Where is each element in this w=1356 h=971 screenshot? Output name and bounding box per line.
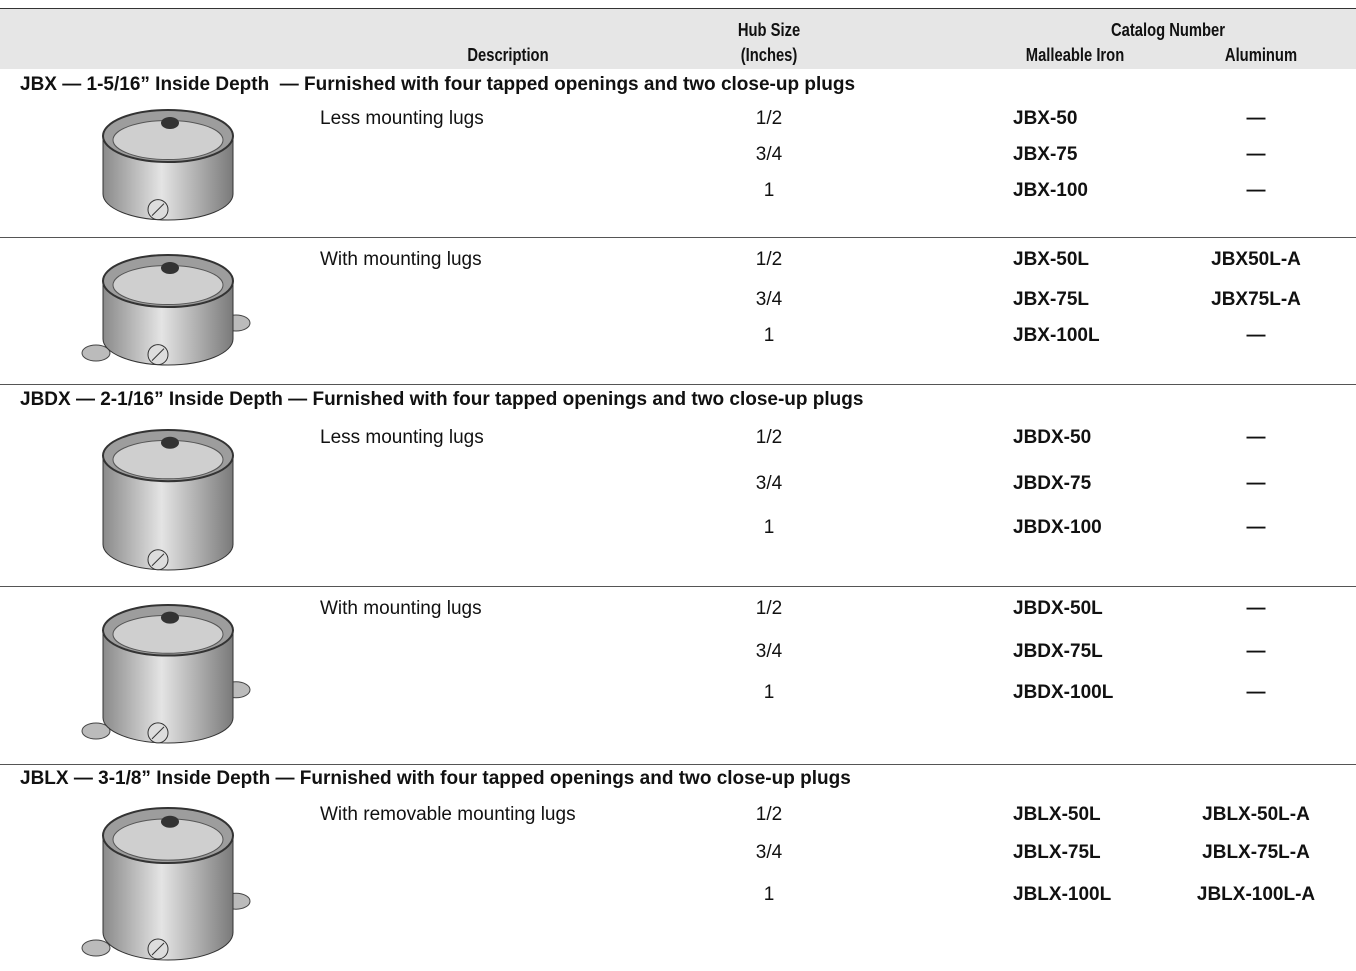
group-description: Less mounting lugs [320,427,484,448]
catalog-aluminum: — [1246,180,1266,201]
catalog-aluminum: — [1246,682,1266,703]
hub-size: 1/2 [755,108,783,129]
hub-size: 1/2 [755,598,783,619]
hub-size: 3/4 [755,842,783,863]
catalog-malleable-iron: JBX-50 [1013,108,1078,129]
catalog-malleable-iron: JBDX-75 [1013,473,1092,494]
catalog-aluminum: — [1246,473,1266,494]
catalog-malleable-iron: JBDX-100 [1013,517,1102,538]
hub-size: 1/2 [755,249,783,270]
group-description: With mounting lugs [320,249,482,270]
hub-size: 1 [763,884,775,905]
hub-size: 1 [763,682,775,703]
catalog-malleable-iron: JBX-100 [1013,180,1088,201]
product-photo [81,807,251,961]
catalog-aluminum: JBLX-100L-A [1196,884,1316,905]
header-band [0,8,1356,69]
catalog-aluminum: — [1246,144,1266,165]
hub-size: 1 [763,180,775,201]
product-photo [102,109,234,221]
header-aluminum: Aluminum [1224,45,1298,65]
group-divider [0,586,1356,587]
catalog-malleable-iron: JBDX-75L [1013,641,1103,662]
catalog-aluminum: — [1246,325,1266,346]
section-heading: JBX — 1-5/16” Inside Depth — Furnished w… [20,74,856,95]
group-divider [0,384,1356,385]
header-description: Description [467,45,549,65]
section-heading: JBDX — 2-1/16” Inside Depth — Furnished … [20,389,864,410]
hub-size: 3/4 [755,289,783,310]
group-description: Less mounting lugs [320,108,484,129]
product-photo [81,254,251,366]
hub-size: 3/4 [755,473,783,494]
catalog-malleable-iron: JBDX-50L [1013,598,1103,619]
group-divider [0,764,1356,765]
hub-size: 1 [763,517,775,538]
header-malleable-iron: Malleable Iron [1025,45,1125,65]
header-hub-size: (Inches) [740,45,798,65]
header-catalog-number: Catalog Number [1110,20,1226,40]
hub-size: 1/2 [755,427,783,448]
catalog-malleable-iron: JBX-75L [1013,289,1090,310]
catalog-malleable-iron: JBLX-50L [1013,804,1101,825]
product-photo [81,603,251,744]
section-heading: JBLX — 3-1/8” Inside Depth — Furnished w… [20,768,851,789]
catalog-malleable-iron: JBLX-75L [1013,842,1101,863]
catalog-malleable-iron: JBX-100L [1013,325,1100,346]
catalog-aluminum: — [1246,598,1266,619]
catalog-malleable-iron: JBLX-100L [1013,884,1112,905]
catalog-aluminum: JBLX-50L-A [1202,804,1310,825]
hub-size: 3/4 [755,144,783,165]
catalog-aluminum: — [1246,427,1266,448]
hub-size: 1 [763,325,775,346]
product-photo [102,428,234,571]
group-description: With mounting lugs [320,598,482,619]
catalog-malleable-iron: JBX-75 [1013,144,1078,165]
catalog-malleable-iron: JBX-50L [1013,249,1090,270]
hub-size: 1/2 [755,804,783,825]
header-hub-size: Hub Size [737,20,801,40]
catalog-aluminum: JBX50L-A [1211,249,1301,270]
catalog-aluminum: — [1246,108,1266,129]
hub-size: 3/4 [755,641,783,662]
catalog-aluminum: JBLX-75L-A [1202,842,1310,863]
catalog-aluminum: — [1246,641,1266,662]
group-description: With removable mounting lugs [320,804,576,825]
catalog-aluminum: JBX75L-A [1211,289,1301,310]
catalog-malleable-iron: JBDX-50 [1013,427,1092,448]
catalog-malleable-iron: JBDX-100L [1013,682,1114,703]
group-divider [0,237,1356,238]
catalog-aluminum: — [1246,517,1266,538]
